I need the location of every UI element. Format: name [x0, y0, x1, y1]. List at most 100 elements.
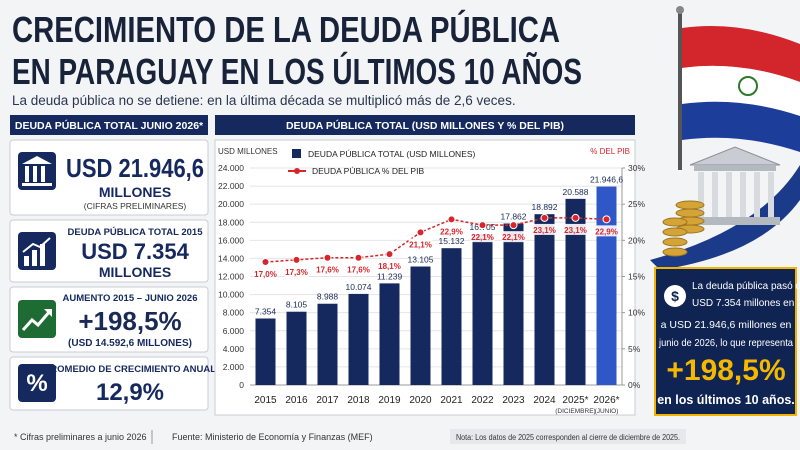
line-point — [416, 228, 425, 237]
line-label-bg — [532, 223, 557, 235]
card-label: DEUDA PÚBLICA TOTAL 2015 — [68, 226, 204, 238]
x-tick-label: 2019 — [378, 395, 401, 406]
line-value-label: 23,1% — [533, 226, 556, 235]
bar-value-label: 13.105 — [408, 255, 434, 265]
line-value-label: 22,9% — [595, 227, 618, 236]
dollar-icon: $ — [671, 288, 679, 304]
line — [265, 217, 607, 263]
y-tick-label: 22.000 — [218, 181, 244, 191]
line-value-label: 17,0% — [254, 270, 277, 279]
line-value-label: 21,1% — [409, 240, 432, 249]
legend-label: DEUDA PÚBLICA % DEL PIB — [312, 166, 424, 176]
y-tick-label: 8.000 — [223, 308, 245, 318]
x-tick-note: (JUNIO) — [595, 408, 619, 415]
summary-title: DEUDA PÚBLICA TOTAL JUNIO 2026* — [15, 119, 204, 132]
card-value: +198,5% — [78, 306, 181, 336]
callout-line: USD 7.354 millones en 2015 — [692, 298, 800, 309]
callout-line: a USD 21.946,6 millones en — [661, 319, 792, 331]
bar-value-label: 8.105 — [286, 300, 308, 310]
line-label-bg — [563, 223, 588, 235]
callout-box — [654, 267, 797, 416]
bar-value-label: 15.132 — [439, 236, 465, 246]
bar — [317, 303, 338, 385]
line-point — [571, 213, 580, 222]
bar-value-label: 8.988 — [317, 292, 339, 302]
line-value-label: 17,6% — [347, 266, 370, 275]
card-note: (USD 14.592,6 MILLONES) — [68, 338, 192, 349]
line-value-label: 17,6% — [316, 266, 339, 275]
bar — [565, 198, 586, 385]
y-tick-label: 4.000 — [223, 344, 245, 354]
y2-tick-label: 30% — [628, 163, 645, 173]
line-value-label: 18,1% — [378, 262, 401, 271]
x-tick-label: 2021 — [440, 395, 463, 406]
line-point — [292, 255, 301, 264]
note: Nota: Los datos de 2025 corresponden al … — [456, 433, 680, 442]
y2-tick-label: 0% — [628, 380, 641, 390]
bar-value-label: 10.074 — [346, 282, 372, 292]
y-tick-label: 14.000 — [218, 253, 244, 263]
bar — [348, 293, 369, 385]
x-tick-label: 2026* — [593, 395, 619, 406]
source: Fuente: Ministerio de Economía y Finanza… — [172, 432, 373, 442]
y-tick-label: 6.000 — [223, 326, 245, 336]
line-value-label: 23,1% — [564, 226, 587, 235]
x-tick-label: 2024 — [533, 395, 556, 406]
line-value-label: 22,9% — [440, 227, 463, 236]
card-label: PROMEDIO DE CRECIMIENTO ANUAL — [44, 364, 216, 375]
x-tick-label: 2016 — [285, 395, 308, 406]
bar-value-label: 21.946,6 — [590, 175, 623, 185]
y2-tick-label: 5% — [628, 344, 641, 354]
line-label-bg — [594, 225, 619, 237]
bar-value-label: 7.354 — [255, 307, 277, 317]
note-bg — [450, 429, 686, 444]
line-label-bg — [377, 260, 402, 272]
bar — [286, 311, 307, 385]
line-point — [602, 215, 611, 224]
bar — [379, 283, 400, 385]
chart: 0 2.000 4.000 6.000 8.000 10.000 12.000 14.000 1… — [218, 147, 645, 415]
y-tick-label: 2.000 — [223, 362, 245, 372]
bar-value-label: 17.862 — [501, 211, 527, 221]
y-tick-label: 10.000 — [218, 290, 244, 300]
x-tick-note: (DICIEMBRE) — [555, 408, 595, 415]
bar-value-label: 11.239 — [377, 271, 403, 281]
callout-highlight: +198,5% — [666, 354, 785, 387]
line-value-label: 22,1% — [471, 233, 494, 242]
card-unit: MILLONES — [99, 264, 171, 280]
x-tick-label: 2017 — [316, 395, 339, 406]
dollar-icon — [664, 285, 686, 307]
chart-header-bg — [215, 115, 635, 135]
card-label: AUMENTO 2015 – JUNIO 2026 — [63, 293, 198, 304]
x-tick-label: 2025* — [562, 395, 588, 406]
line-point — [385, 250, 394, 259]
y-tick-label: 12.000 — [218, 272, 244, 282]
bar — [410, 266, 431, 385]
cards — [9, 139, 209, 411]
callout-line: La deuda pública pasó de — [692, 281, 800, 292]
line-label-bg — [439, 225, 464, 237]
y-tick-label: 20.000 — [218, 199, 244, 209]
y2-tick-label: 20% — [628, 235, 645, 245]
x-tick-label: 2015 — [254, 395, 277, 406]
title-line: CRECIMIENTO DE LA DEUDA PÚBLICA — [12, 8, 560, 50]
legend-swatch — [294, 168, 300, 174]
y-tick-label: 0 — [239, 380, 244, 390]
line-point — [323, 253, 332, 262]
line-label-bg — [253, 268, 278, 280]
line-point — [509, 221, 518, 230]
y2-tick-label: 25% — [628, 199, 645, 209]
subtitle: La deuda pública no se detiene: en la úl… — [12, 93, 516, 108]
callout-closing: en los últimos 10 años. — [657, 393, 795, 407]
footnote: * Cifras preliminares a junio 2026 — [14, 432, 147, 442]
legend-label: DEUDA PÚBLICA TOTAL (USD MILLONES) — [308, 149, 476, 159]
line-label-bg — [408, 238, 433, 250]
line-label-bg — [346, 263, 371, 275]
line-value-label: 22,1% — [502, 233, 525, 242]
line-point — [354, 253, 363, 262]
line-value-label: 17,3% — [285, 268, 308, 277]
card-note: (CIFRAS PRELIMINARES) — [84, 201, 187, 211]
summary-header-bg — [10, 115, 208, 135]
bar-value-label: 20.588 — [563, 187, 589, 197]
